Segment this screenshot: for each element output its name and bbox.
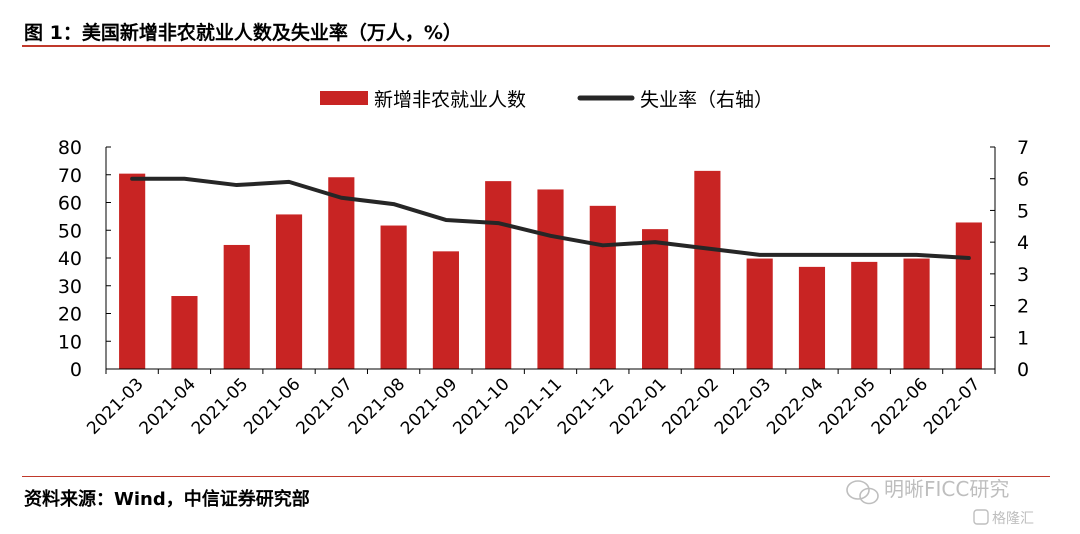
- right-tick-label: 7: [1017, 137, 1029, 159]
- wechat-icon: [846, 480, 879, 505]
- line-point-2021-08: [392, 202, 396, 206]
- x-tick-label: 2021-09: [397, 374, 461, 438]
- line-point-2021-04: [182, 177, 186, 181]
- left-tick-label: 70: [58, 165, 82, 187]
- x-tick-label: 2021-06: [240, 374, 304, 438]
- bar-2021-10: [485, 181, 512, 369]
- bar-2021-11: [537, 189, 564, 369]
- source-divider: [22, 476, 1050, 477]
- watermark-badge: 格隆汇: [992, 511, 1034, 527]
- bar-2021-06: [275, 214, 303, 369]
- line-point-2021-10: [496, 221, 500, 225]
- x-tick-label: 2022-06: [868, 374, 932, 438]
- right-tick-label: 2: [1017, 296, 1029, 318]
- title-divider: [22, 45, 1050, 47]
- x-tick-label: 2022-07: [920, 374, 984, 438]
- left-tick-label: 60: [58, 193, 82, 215]
- x-tick-label: 2021-03: [83, 374, 147, 438]
- right-tick-label: 1: [1017, 327, 1029, 349]
- x-tick-label: 2022-02: [659, 374, 723, 438]
- right-tick-label: 6: [1017, 169, 1029, 191]
- line-point-2022-06: [915, 253, 919, 257]
- x-tick-label: 2021-10: [449, 374, 513, 438]
- bar-2021-12: [589, 205, 616, 369]
- legend-label-bar: 新增非农就业人数: [374, 89, 526, 111]
- line-point-2022-02: [705, 246, 709, 250]
- right-tick-label: 5: [1017, 200, 1029, 222]
- bar-2021-05: [223, 244, 250, 369]
- x-tick-label: 2021-11: [502, 374, 566, 438]
- legend-label-line: 失业率（右轴）: [640, 89, 773, 111]
- line-point-2022-07: [967, 256, 971, 260]
- x-tick-label: 2022-04: [763, 374, 827, 438]
- watermark: 明晰FICC研究 格隆汇: [836, 474, 1056, 530]
- line-point-2022-04: [810, 253, 814, 257]
- x-tick-label: 2022-01: [606, 374, 670, 438]
- left-tick-label: 0: [70, 359, 82, 381]
- right-tick-label: 3: [1017, 264, 1029, 286]
- line-point-2021-07: [339, 196, 343, 200]
- line-point-2021-11: [549, 234, 552, 238]
- bar-2022-03: [746, 258, 773, 369]
- bar-series: [119, 170, 982, 369]
- x-tick-label: 2021-12: [554, 374, 618, 438]
- x-tick-label: 2021-08: [345, 374, 409, 438]
- left-tick-label: 30: [58, 276, 82, 298]
- line-point-2021-06: [287, 180, 291, 184]
- bar-2022-01: [642, 229, 669, 369]
- line-point-2022-01: [653, 240, 657, 244]
- data-source-note: 资料来源：Wind，中信证券研究部: [24, 489, 310, 510]
- bar-2022-04: [798, 266, 826, 369]
- x-tick-label: 2021-05: [188, 374, 252, 438]
- left-tick-label: 10: [58, 331, 82, 353]
- left-tick-label: 20: [58, 304, 82, 326]
- bar-2022-07: [955, 222, 982, 369]
- bar-2021-08: [380, 225, 407, 369]
- chart-legend: 新增非农就业人数 失业率（右轴）: [320, 89, 773, 111]
- x-tick-label: 2022-03: [711, 374, 775, 438]
- figure-title: 图 1：美国新增非农就业人数及失业率（万人，%）: [24, 22, 462, 44]
- bar-2021-03: [119, 173, 146, 369]
- left-tick-label: 50: [58, 220, 82, 242]
- line-point-2021-09: [444, 218, 448, 222]
- right-tick-label: 4: [1017, 232, 1029, 254]
- bar-2021-04: [171, 296, 198, 369]
- legend-swatch-bar: [320, 91, 368, 105]
- bar-line-chart: 新增非农就业人数 失业率（右轴） 0 10 20 30 40 50 60 70 80 0 1 2 3 4 5 6…: [58, 89, 1029, 439]
- bar-2022-02: [694, 170, 721, 369]
- line-point-2022-03: [758, 253, 762, 257]
- right-tick-label: 0: [1017, 359, 1029, 381]
- bar-2021-09: [432, 251, 459, 369]
- bar-2022-06: [903, 258, 930, 369]
- line-point-2021-05: [235, 183, 239, 187]
- x-tick-label: 2022-05: [815, 374, 879, 438]
- watermark-name: 明晰FICC研究: [884, 477, 1009, 501]
- x-tick-label: 2021-07: [292, 374, 356, 438]
- line-point-2021-12: [601, 243, 605, 247]
- badge-icon: [973, 509, 989, 525]
- line-point-2021-03: [130, 177, 134, 181]
- bar-2021-07: [328, 177, 355, 369]
- left-tick-label: 80: [58, 137, 82, 159]
- bar-2022-05: [851, 261, 878, 369]
- x-tick-label: 2021-04: [136, 374, 200, 438]
- line-point-2022-05: [862, 253, 866, 257]
- left-tick-label: 40: [58, 248, 82, 270]
- line-series: [130, 176, 971, 260]
